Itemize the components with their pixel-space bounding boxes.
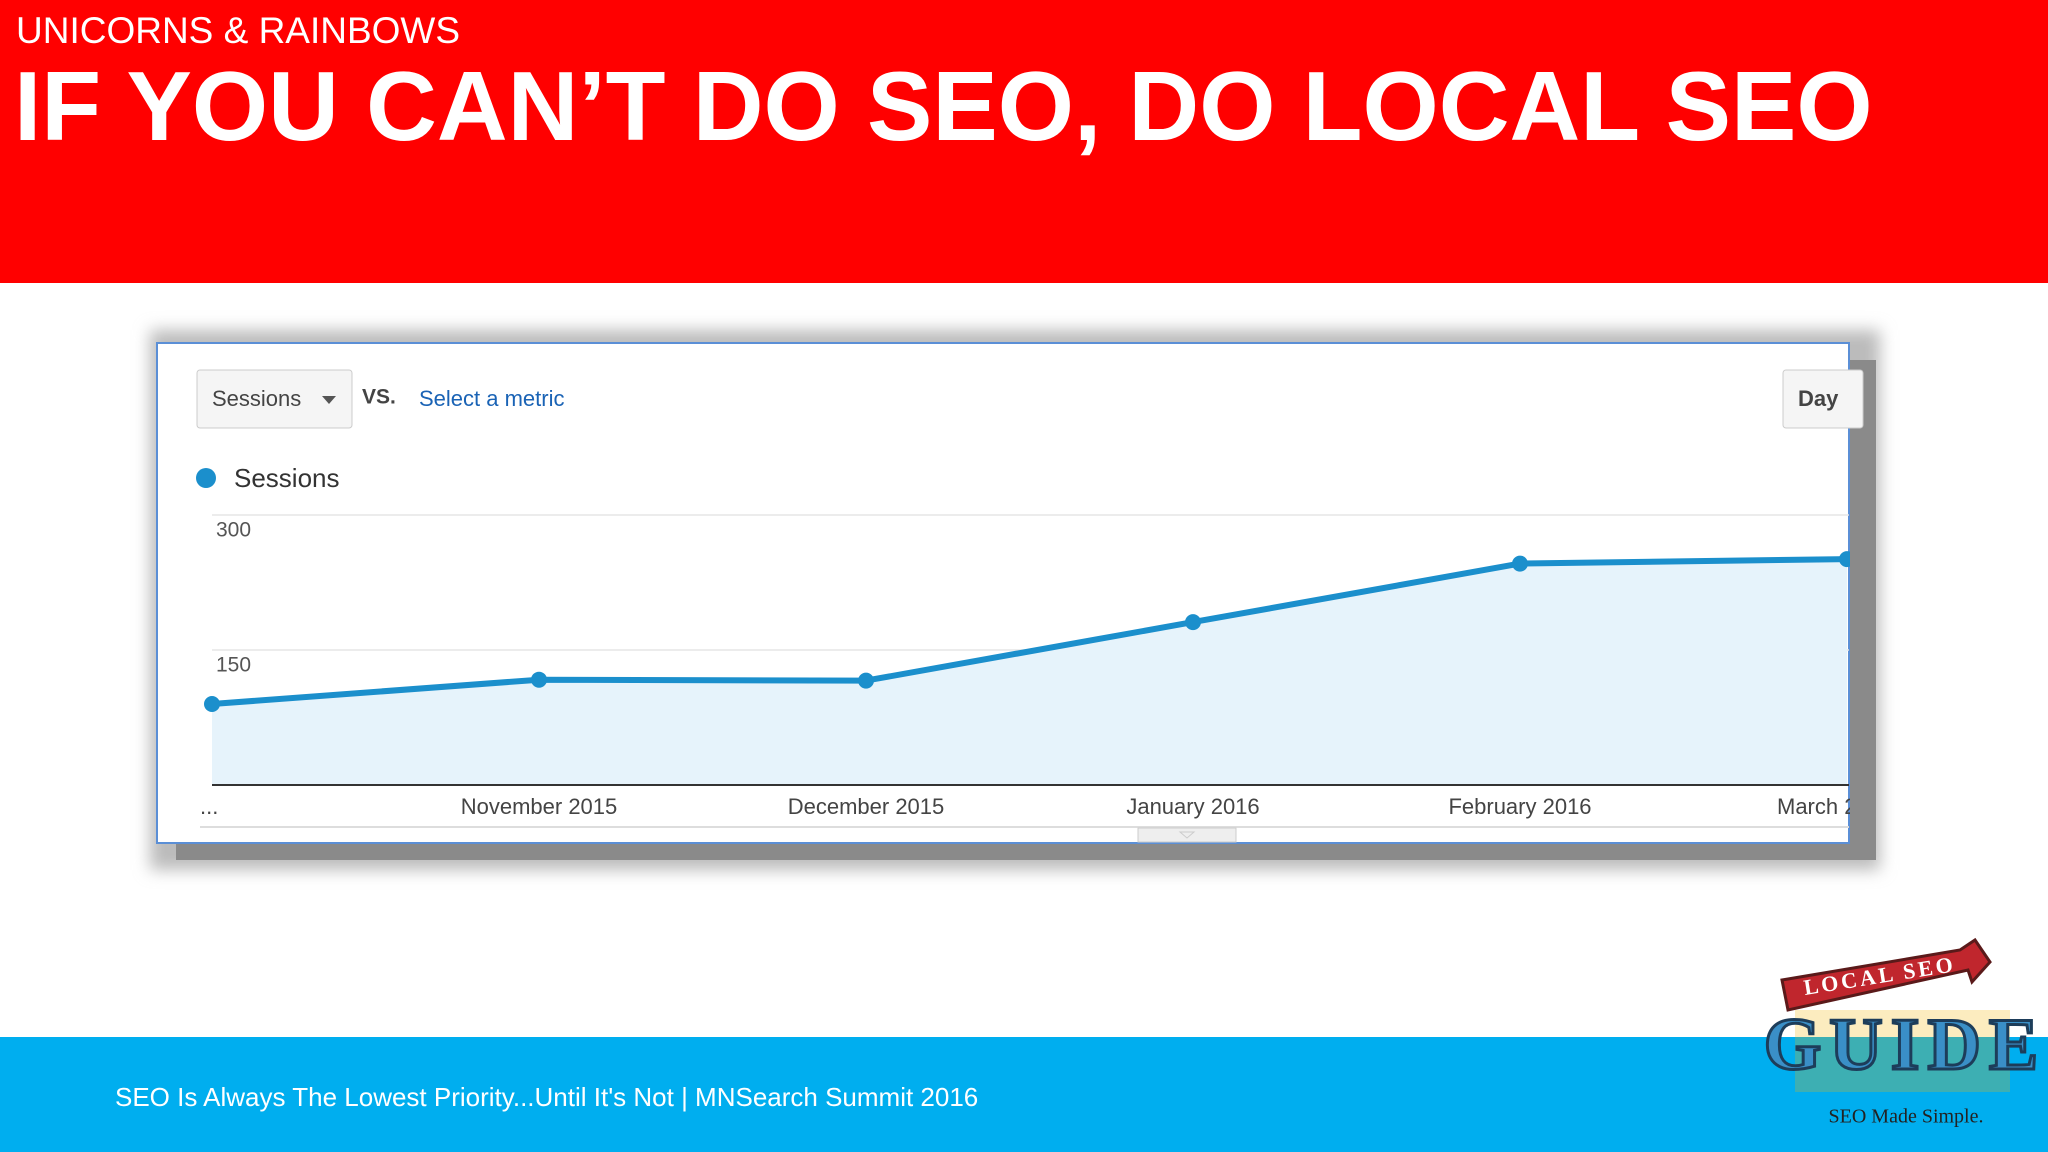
period-button[interactable]: [1782, 369, 1864, 429]
line: [211, 556, 1848, 707]
footer-text: SEO Is Always The Lowest Priority...Unti…: [115, 1082, 978, 1112]
area: [212, 559, 1847, 785]
x-tick-label: December 2015: [788, 794, 945, 819]
metric-dropdown[interactable]: [196, 369, 353, 429]
logo: LOCAL SEO GUIDE SEO Made Simple.: [1762, 937, 2047, 1128]
legend-label: Sessions: [234, 463, 340, 493]
logo-main: GUIDE: [1764, 1004, 2047, 1086]
point: [858, 672, 874, 689]
kicker: UNICORNS & RAINBOWS: [16, 10, 460, 51]
x-tick-label: February 2016: [1448, 794, 1591, 819]
footer-band: [0, 1037, 2048, 1152]
legend-marker: [196, 468, 216, 488]
scroll-handle: [1137, 827, 1237, 843]
logo-back: [1795, 1010, 2010, 1092]
point: [1185, 614, 1201, 631]
logo-tagline: SEO Made Simple.: [1829, 1106, 1984, 1128]
point: [531, 671, 547, 688]
y-tick-label: 150: [216, 654, 251, 677]
point: [204, 696, 220, 712]
period-label: Day: [1798, 386, 1839, 411]
x-tick-label: ...: [200, 794, 218, 819]
point: [1512, 555, 1528, 572]
logo-banner: [1780, 937, 1992, 1012]
y-tick-label: 300: [216, 519, 251, 542]
dropdown-label: Sessions: [212, 386, 301, 411]
x-tick-label: January 2016: [1126, 794, 1259, 819]
header-band: [0, 0, 2048, 283]
logo-top: LOCAL SEO: [1802, 951, 1958, 1000]
plot: ... November 2015 December 2015 January 201…: [200, 514, 1893, 819]
vs-label: VS.: [362, 386, 396, 409]
dropdown-arrow: [322, 396, 336, 404]
slide-title: IF YOU CAN’T DO SEO, DO LOCAL SEO: [14, 51, 1873, 161]
x-tick-label: November 2015: [461, 794, 618, 819]
select-metric[interactable]: Select a metric: [419, 386, 565, 411]
x-tick-label: March 2016: [1777, 794, 1893, 819]
point: [1839, 551, 1850, 568]
